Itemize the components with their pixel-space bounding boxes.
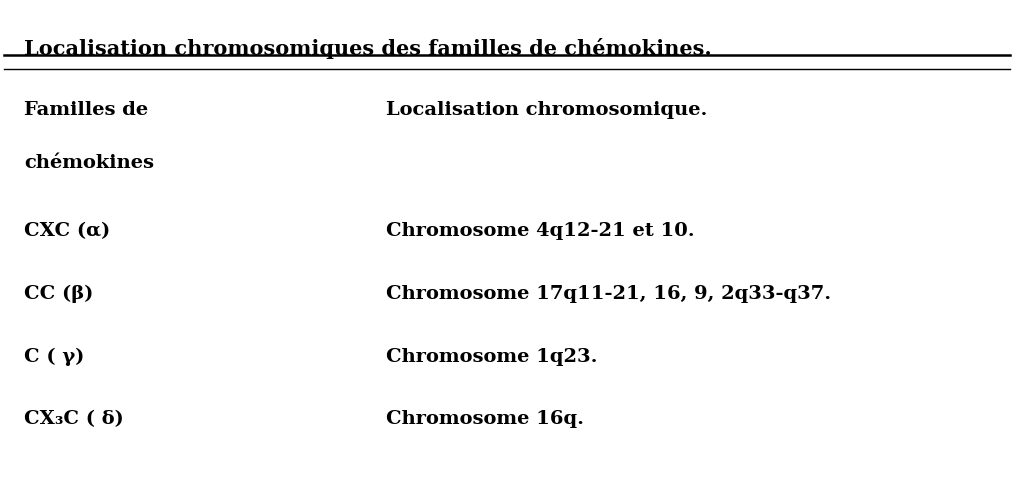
Text: Localisation chromosomique.: Localisation chromosomique.	[386, 101, 708, 119]
Text: Chromosome 16q.: Chromosome 16q.	[386, 410, 584, 429]
Text: C ( γ): C ( γ)	[24, 347, 84, 366]
Text: Chromosome 1q23.: Chromosome 1q23.	[386, 347, 598, 366]
Text: Familles de: Familles de	[24, 101, 148, 119]
Text: CXC (α): CXC (α)	[24, 222, 111, 240]
Text: Chromosome 4q12-21 et 10.: Chromosome 4q12-21 et 10.	[386, 222, 695, 240]
Text: CC (β): CC (β)	[24, 285, 93, 303]
Text: Chromosome 17q11-21, 16, 9, 2q33-q37.: Chromosome 17q11-21, 16, 9, 2q33-q37.	[386, 285, 831, 303]
Text: chémokines: chémokines	[24, 154, 154, 172]
Text: CX₃C ( δ): CX₃C ( δ)	[24, 410, 124, 429]
Text: Localisation chromosomiques des familles de chémokines.: Localisation chromosomiques des familles…	[24, 38, 712, 59]
